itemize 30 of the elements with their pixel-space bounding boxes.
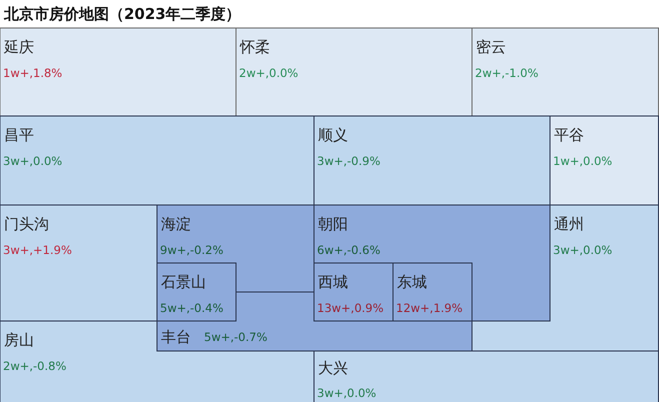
data-label: 1w+,1.8% xyxy=(3,66,62,80)
data-label: 2w+,0.0% xyxy=(239,66,298,80)
category-label: 西城 xyxy=(318,273,348,291)
category-label: 大兴 xyxy=(318,359,348,377)
category-label: 东城 xyxy=(397,273,427,291)
category-label: 通州 xyxy=(554,215,584,233)
data-label: 2w+,-0.8% xyxy=(3,359,66,373)
data-label: 5w+,-0.4% xyxy=(160,301,224,315)
data-label: 3w+,0.0% xyxy=(317,386,376,400)
data-label: 3w+,0.0% xyxy=(553,243,612,257)
data-label: 13w+,0.9% xyxy=(317,301,384,315)
text: 北京市房价地图（2023年二季度） xyxy=(3,5,241,23)
data-label: 6w+,-0.6% xyxy=(317,243,380,257)
category-label: 房山 xyxy=(4,331,34,349)
category-label: 昌平 xyxy=(4,126,34,144)
data-label: 1w+,0.0% xyxy=(553,154,612,168)
data-label: 3w+,-0.9% xyxy=(317,154,380,168)
category-label: 怀柔 xyxy=(239,38,270,56)
data-label: 12w+,1.9% xyxy=(396,301,463,315)
data-label: 3w+,0.0% xyxy=(3,154,62,168)
category-label: 顺义 xyxy=(318,126,348,144)
data-label: 5w+,-0.7% xyxy=(204,330,268,344)
category-label: 门头沟 xyxy=(4,215,49,233)
category-label: 平谷 xyxy=(554,126,584,144)
data-label: 2w+,-1.0% xyxy=(475,66,538,80)
category-label: 朝阳 xyxy=(318,215,348,233)
category-label: 丰台 xyxy=(161,328,191,346)
category-label: 延庆 xyxy=(3,38,34,56)
data-label: 3w+,+1.9% xyxy=(3,243,72,257)
category-label: 密云 xyxy=(476,38,506,56)
